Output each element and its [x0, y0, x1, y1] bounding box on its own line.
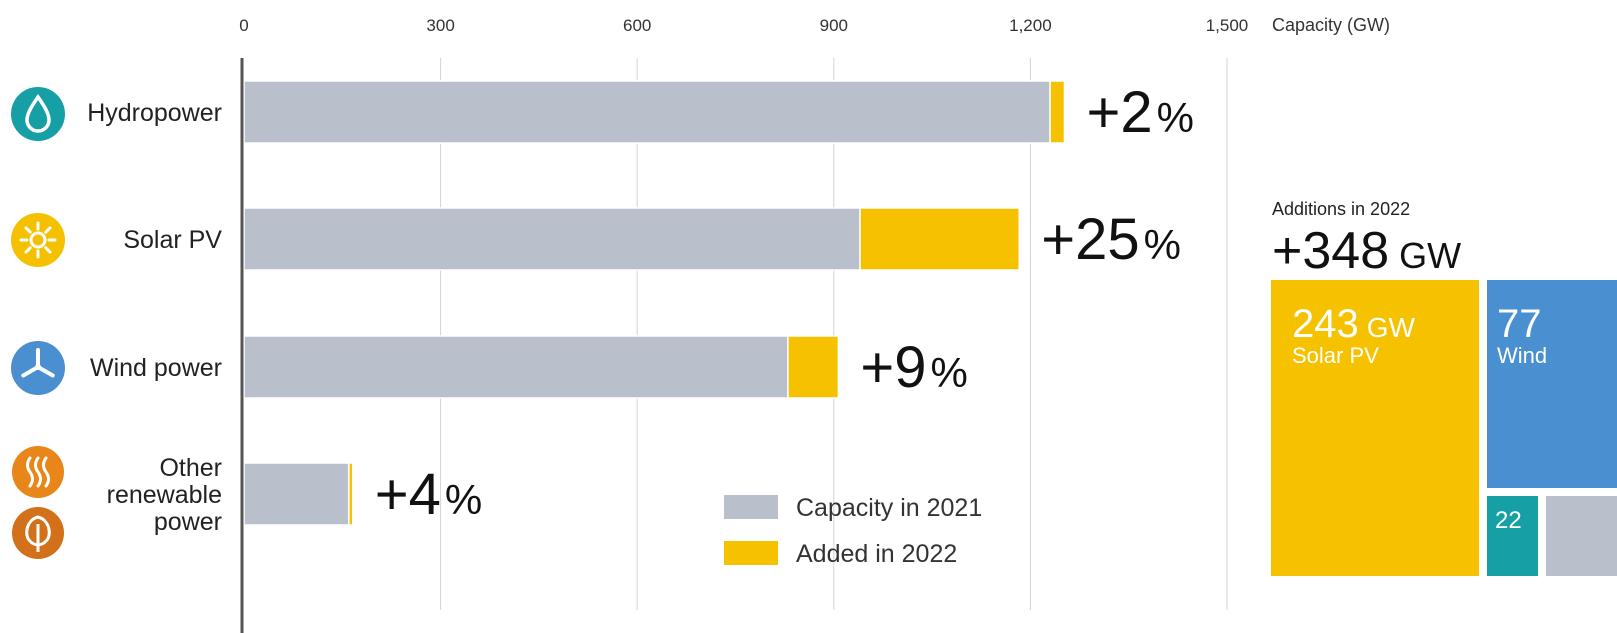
bar-added-2022: [349, 463, 353, 525]
sun-icon: [11, 213, 65, 267]
x-tick-label: 300: [426, 16, 454, 35]
x-tick-label: 0: [239, 16, 248, 35]
growth-label: +2%: [1086, 80, 1194, 145]
legend-swatch: [724, 541, 778, 565]
bar-capacity-2021: [244, 463, 349, 525]
bar-capacity-2021: [244, 81, 1050, 143]
additions-total: +348 GW: [1272, 222, 1461, 280]
x-axis-ticks: 0 300 600 900 1,200 1,500: [239, 16, 1248, 35]
legend-label: Capacity in 2021: [796, 494, 982, 522]
growth-label: +4%: [375, 462, 483, 527]
category-label: Other renewable power: [107, 454, 222, 536]
x-axis-unit-label: Capacity (GW): [1272, 15, 1390, 35]
x-tick-label: 600: [623, 16, 651, 35]
x-tick-label: 1,500: [1206, 16, 1249, 35]
treemap-other-value: 22: [1495, 507, 1522, 534]
treemap-solar-label: Solar PV: [1292, 343, 1379, 368]
growth-label: +9%: [860, 335, 968, 400]
bar-capacity-2021: [244, 336, 788, 398]
additions-title: Additions in 2022: [1272, 199, 1410, 219]
treemap-wind-value: 77: [1497, 302, 1542, 346]
growth-label: +25%: [1041, 207, 1181, 272]
legend: Capacity in 2021 Added in 2022: [724, 494, 982, 568]
x-tick-label: 1,200: [1009, 16, 1052, 35]
bar-added-2022: [788, 336, 838, 398]
legend-label: Added in 2022: [796, 540, 957, 568]
treemap-cell: [1546, 496, 1617, 576]
category-label: Solar PV: [123, 226, 222, 254]
bar-added-2022: [1050, 81, 1064, 143]
bar-capacity-2021: [244, 208, 860, 270]
bar-added-2022: [860, 208, 1019, 270]
x-tick-label: 900: [820, 16, 848, 35]
category-labels: Hydropower Solar PV Wind power Other renewab…: [87, 99, 222, 536]
category-label: Hydropower: [87, 99, 222, 127]
bars: [244, 81, 1064, 525]
category-label: Wind power: [90, 354, 222, 382]
growth-labels: +2% +25% +9% +4%: [375, 80, 1194, 527]
category-icons: [11, 87, 65, 559]
legend-swatch: [724, 495, 778, 519]
treemap-wind-label: Wind: [1497, 343, 1547, 368]
